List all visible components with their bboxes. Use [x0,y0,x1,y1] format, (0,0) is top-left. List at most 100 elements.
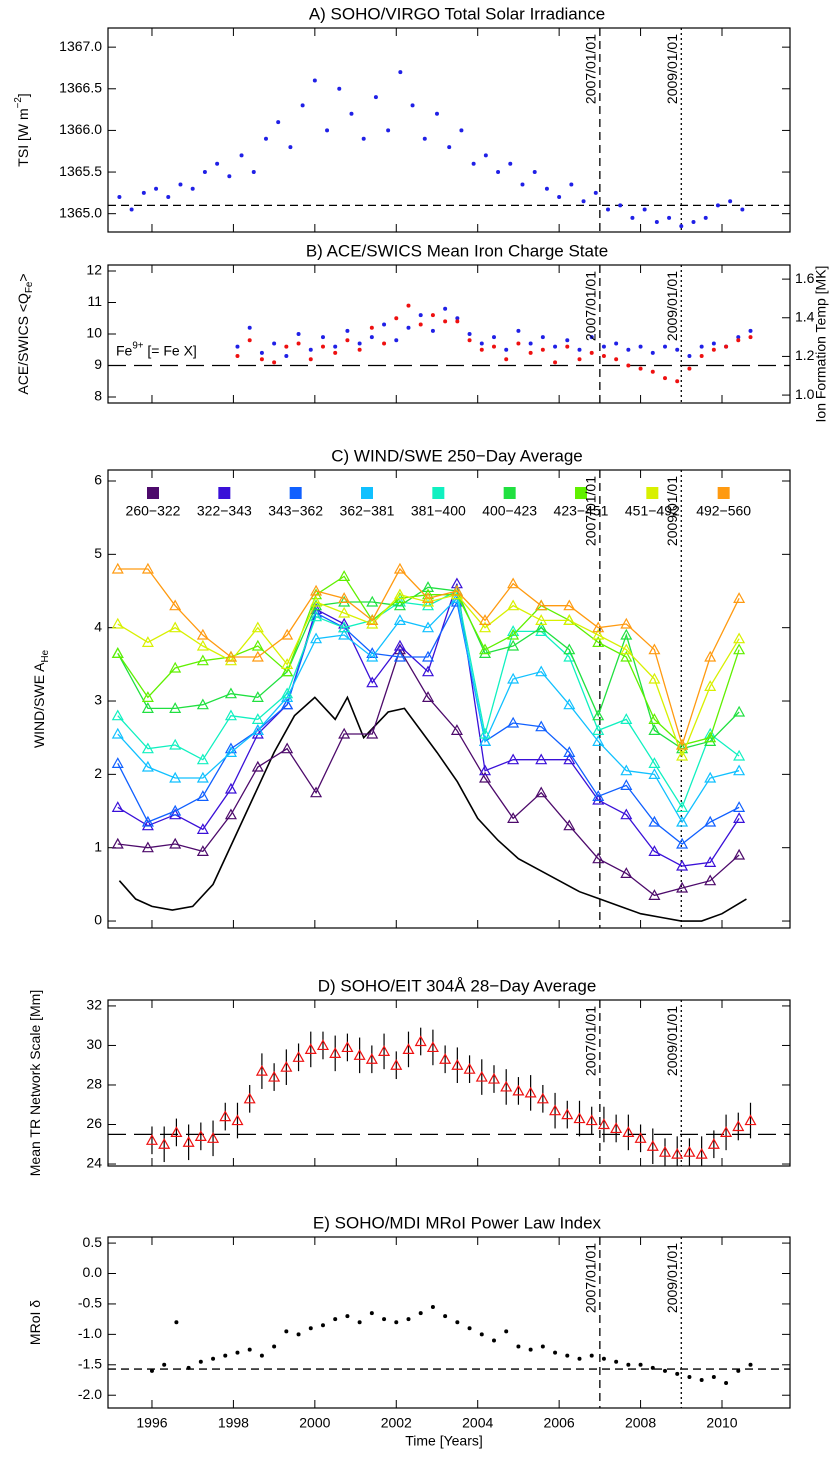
data-point [479,1332,484,1337]
data-point [676,801,689,812]
data-point [194,1130,207,1141]
y-axis-label-part: > [15,273,31,281]
data-point [447,145,452,150]
data-point [129,207,134,212]
data-point [259,1353,264,1358]
data-point [378,1045,391,1056]
data-point [540,1344,545,1349]
y-axis-label-part: WIND/SWE A [31,662,47,748]
data-point [508,161,513,166]
data-point [141,702,154,713]
y-tick-label: 1366.0 [59,121,102,137]
plot-frame [107,999,791,1167]
vline-label: 2009/01/01 [664,1243,680,1313]
y-tick-label: 0.5 [83,1234,103,1250]
data-point [272,1344,277,1349]
data-point [443,306,448,311]
data-point [430,313,435,318]
data-point [406,325,411,330]
series-line [117,567,740,748]
data-point [528,350,533,355]
data-point [325,128,330,133]
legend-swatch [575,487,587,499]
data-point [251,639,264,651]
data-point [338,570,351,581]
data-point [504,357,509,362]
data-point [296,332,301,336]
data-point [422,665,435,677]
data-point [620,764,633,776]
data-point [532,170,537,175]
data-point [393,650,406,662]
data-point [310,584,323,596]
legend-label: 400−423 [482,503,537,519]
annotation-part: [= Fe X] [144,342,197,358]
y-tick-label: 3 [94,692,102,708]
data-point [733,749,746,761]
data-point [479,647,492,658]
data-point [357,347,362,352]
data-point [393,588,406,600]
data-point [704,680,717,691]
x-tick-label: 1998 [218,1415,249,1431]
data-point [154,186,159,191]
data-point [353,1049,366,1060]
annotation-part: 9+ [132,341,143,352]
y2-tick-label: 1.0 [795,386,815,402]
legend-swatch [717,487,730,499]
series-line [117,583,740,867]
data-point [703,215,708,220]
data-point [695,1147,708,1159]
data-point [320,344,325,349]
data-point [141,190,146,195]
data-point [535,625,548,636]
data-point [268,1070,281,1082]
data-point [648,889,661,900]
data-point [592,709,605,721]
data-point [196,753,209,765]
data-point [196,639,209,651]
y-axis-label-part: Fe [24,281,35,293]
data-point [111,801,124,812]
data-point [626,1362,631,1367]
vline-label: 2007/01/01 [583,1243,599,1313]
data-point [162,1362,167,1367]
y-axis-label: ACE/SWICS <QFe> [15,273,35,394]
y2-tick-label: 1.6 [795,270,815,286]
annotation-part: Fe [116,342,133,358]
data-point [410,103,415,108]
data-point [333,350,338,355]
data-point [467,338,472,343]
data-point [300,103,305,108]
data-point [507,599,520,611]
data-point [565,344,570,349]
data-point [748,328,753,333]
legend-swatch [218,487,231,499]
y2-axis-label: Ion Formation Temp [MK] [813,266,829,423]
data-point [683,1145,696,1157]
data-point [744,1114,757,1126]
data-point [507,577,520,589]
data-point [500,1080,513,1092]
data-point [251,713,264,724]
data-point [733,764,746,776]
data-point [614,357,619,362]
x-tick-label: 2010 [706,1415,737,1431]
plot-area [108,28,790,232]
legend-label: 322−343 [197,503,252,519]
data-point [312,78,317,83]
legend-label: 381−400 [411,503,466,519]
data-point [597,1118,610,1130]
data-point [281,742,294,754]
data-point [196,790,209,801]
data-point [589,350,594,355]
data-point [365,1053,378,1064]
y-tick-label: 4 [94,618,102,634]
data-point [528,341,533,346]
data-point [186,1365,191,1370]
data-point [687,366,692,371]
data-point [733,812,746,823]
data-point [592,852,605,864]
data-point [422,595,435,607]
